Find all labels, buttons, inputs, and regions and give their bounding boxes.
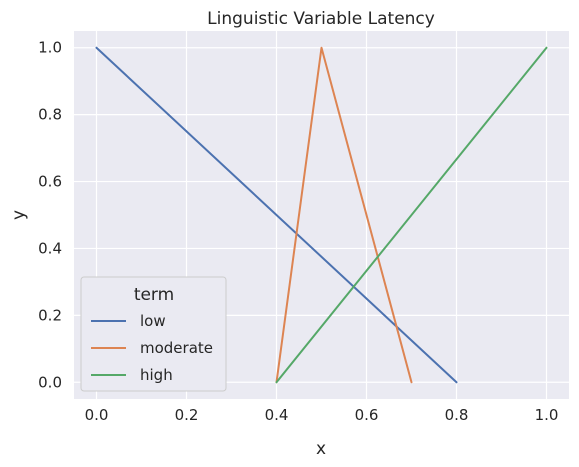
legend-entries: low moderate high — [91, 312, 213, 384]
x-tick-label: 0.6 — [355, 406, 379, 424]
legend-label-moderate: moderate — [140, 339, 213, 357]
y-tick-label: 0.8 — [38, 106, 62, 124]
y-axis-label: y — [9, 210, 29, 220]
legend-box — [80, 276, 227, 392]
y-tick-label: 0.0 — [38, 373, 62, 391]
y-tick-label: 0.6 — [38, 173, 62, 191]
y-tick-label: 0.4 — [38, 239, 62, 257]
legend-title: term — [134, 285, 174, 305]
series-layer — [95, 46, 548, 384]
legend: term low moderate high — [80, 276, 227, 392]
y-tick-label: 1.0 — [38, 39, 62, 57]
legend-label-high: high — [140, 366, 173, 384]
series-line-high — [275, 46, 548, 384]
legend-label-low: low — [140, 312, 166, 330]
series-line-moderate — [275, 46, 413, 384]
x-tick-label: 0.8 — [445, 406, 469, 424]
ticks: 0.0 0.2 0.4 0.6 0.8 1.0 0.0 0.2 0.4 0.6 0.8 1.0 — [38, 39, 558, 424]
x-axis-label: x — [316, 439, 326, 459]
x-tick-label: 0.0 — [85, 406, 109, 424]
x-tick-label: 0.2 — [175, 406, 199, 424]
chart-title: Linguistic Variable Latency — [207, 9, 435, 29]
y-tick-label: 0.2 — [38, 306, 62, 324]
x-tick-label: 1.0 — [535, 406, 559, 424]
x-tick-label: 0.4 — [265, 406, 289, 424]
